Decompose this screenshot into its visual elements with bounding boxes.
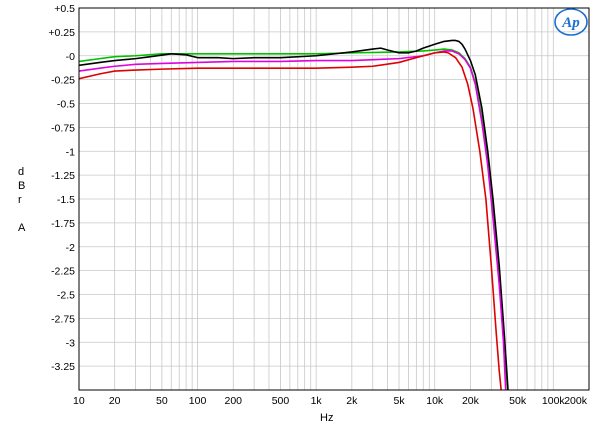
plot-frame bbox=[78, 7, 590, 391]
ap-logo: Ap bbox=[554, 8, 588, 36]
series-line-4 bbox=[79, 51, 502, 390]
x-tick-label: 500 bbox=[272, 395, 290, 407]
x-tick-label: 2k bbox=[346, 395, 358, 407]
y-tick-label: -0.5 bbox=[57, 99, 75, 111]
series-line-2 bbox=[79, 39, 509, 390]
x-tick-label: 5k bbox=[393, 395, 405, 407]
x-tick-label: 10k bbox=[426, 395, 444, 407]
x-tick-label: 100 bbox=[189, 395, 207, 407]
y-tick-label: -1.25 bbox=[51, 170, 75, 182]
x-tick-label: 50k bbox=[509, 395, 527, 407]
y-tick-label: -3 bbox=[66, 337, 75, 349]
y-axis-label-char: r bbox=[18, 194, 22, 206]
svg-text:Ap: Ap bbox=[561, 15, 580, 31]
y-tick-label: +0.5 bbox=[54, 3, 75, 15]
x-tick-label: 200 bbox=[225, 395, 243, 407]
y-tick-labels: +0.5 +0.25 -0 -0.25 -0.5 -0.75 -1 -1.25 -1.5 -1.7… bbox=[48, 3, 75, 373]
x-axis-label: Hz bbox=[320, 412, 334, 424]
x-tick-labels: 10 20 50 100 200 500 1k 2k 5k 10k 20k 50k 100k 200k bbox=[73, 395, 588, 407]
x-tick-label: 20k bbox=[462, 395, 480, 407]
y-tick-label: -0.75 bbox=[51, 122, 75, 134]
y-tick-label: -0.25 bbox=[51, 75, 75, 87]
y-tick-label: -0 bbox=[66, 51, 75, 63]
y-axis-label-char: B bbox=[18, 180, 26, 192]
x-tick-label: 20 bbox=[109, 395, 121, 407]
y-tick-label: -1.75 bbox=[51, 218, 75, 230]
y-axis-label-char: A bbox=[18, 222, 26, 234]
x-tick-label: 10 bbox=[73, 395, 85, 407]
y-tick-label: -2.25 bbox=[51, 266, 75, 278]
y-tick-label: +0.25 bbox=[48, 27, 75, 39]
y-tick-label: -2.75 bbox=[51, 313, 75, 325]
y-tick-label: -3.25 bbox=[51, 361, 75, 373]
plot-area bbox=[79, 39, 509, 390]
y-tick-label: -2 bbox=[66, 242, 75, 254]
series-line-1 bbox=[79, 48, 509, 390]
x-tick-label: 50 bbox=[156, 395, 168, 407]
y-tick-label: -1.5 bbox=[57, 194, 75, 206]
y-axis-label-char: d bbox=[18, 166, 25, 178]
x-tick-label: 200k bbox=[564, 395, 588, 407]
y-tick-label: -2.5 bbox=[57, 290, 75, 302]
x-tick-label: 100k bbox=[542, 395, 566, 407]
grid bbox=[79, 8, 589, 390]
y-tick-label: -1 bbox=[66, 146, 75, 158]
x-tick-label: 1k bbox=[311, 395, 323, 407]
